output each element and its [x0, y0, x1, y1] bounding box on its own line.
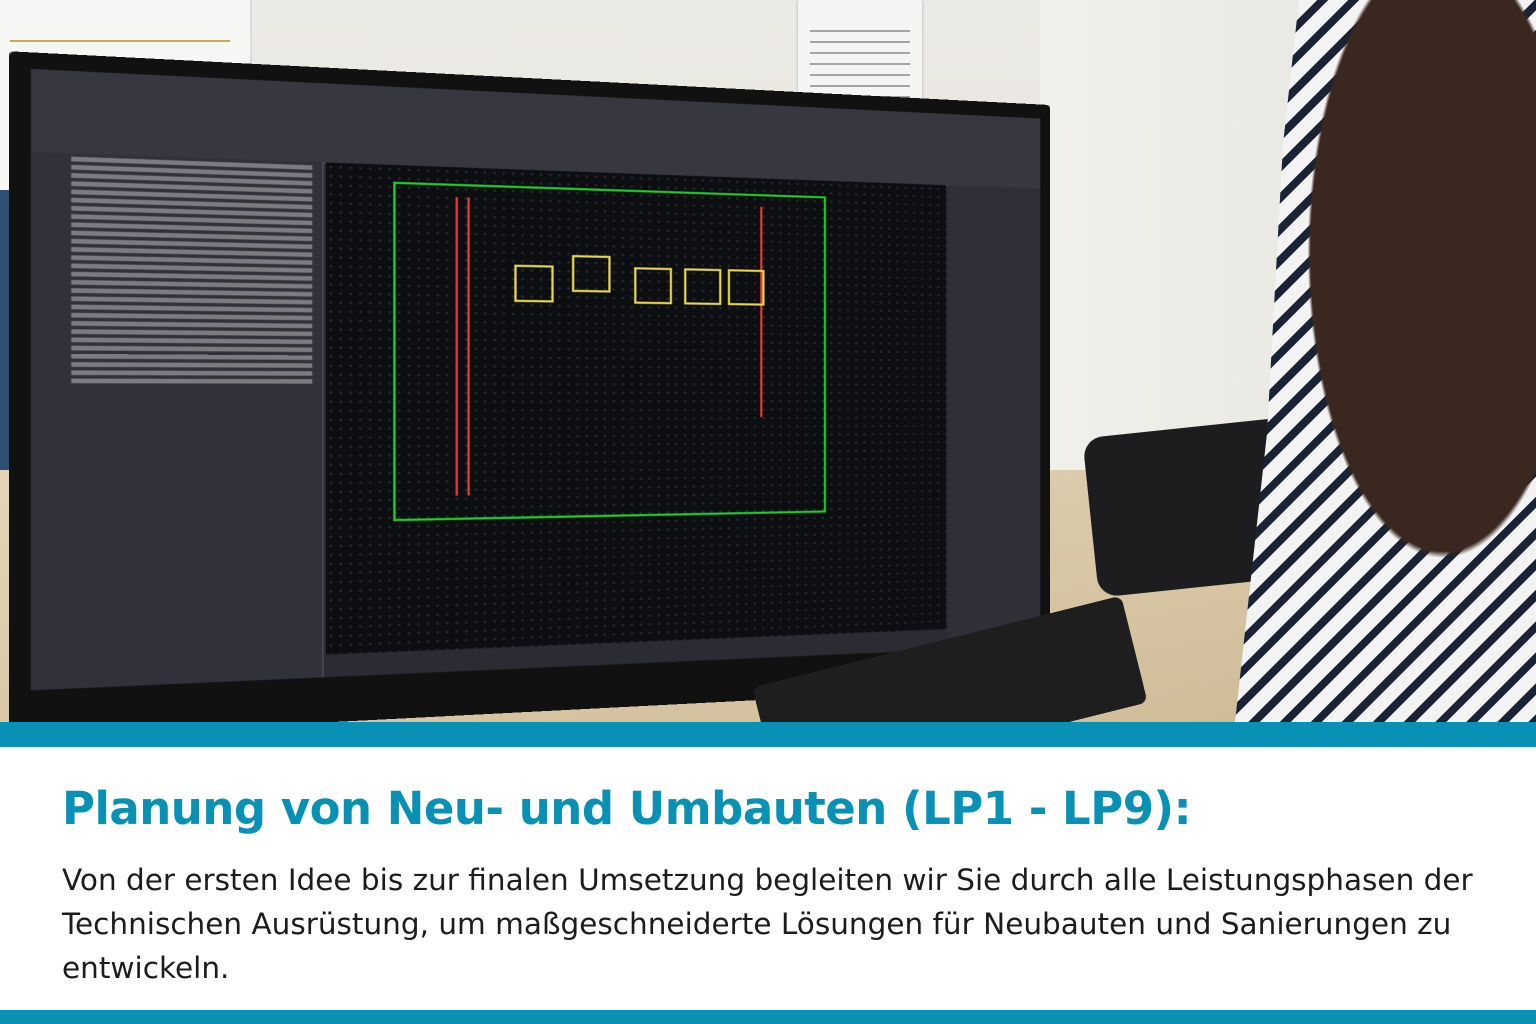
schematic-canvas [325, 162, 947, 655]
electrical-schematic [393, 181, 827, 522]
wall-calendar [798, 0, 922, 110]
monitor [9, 51, 1050, 722]
caption-body: Von der ersten Idee bis zur finalen Umse… [62, 863, 1473, 985]
workstation-photo [0, 0, 1536, 722]
caption-heading: Planung von Neu- und Umbauten (LP1 - LP9… [62, 782, 1192, 835]
page-navigator-tree [30, 151, 324, 691]
accent-band-top [0, 722, 1536, 747]
accent-band-bottom [0, 1010, 1536, 1024]
cad-software-screen [30, 68, 1041, 691]
properties-panel [948, 185, 1041, 650]
